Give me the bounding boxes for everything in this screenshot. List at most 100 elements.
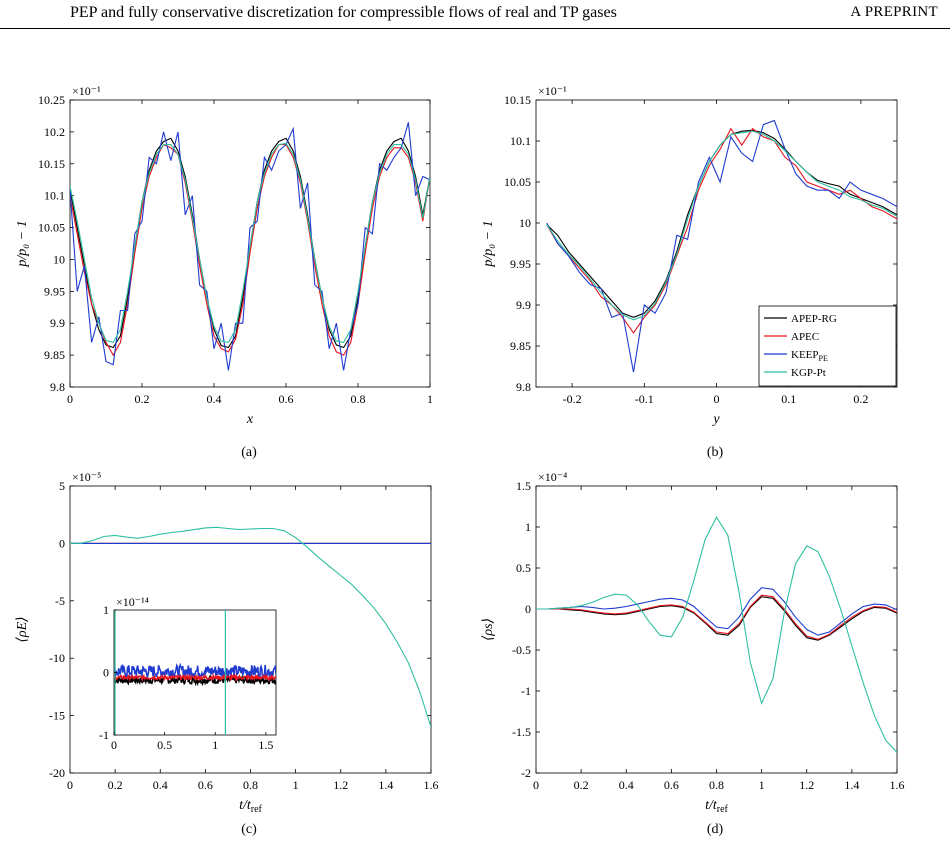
series-line-d-apep-rg	[536, 596, 897, 641]
header-label: A PREPRINT	[850, 4, 938, 20]
y-tick-label-c: -10	[49, 651, 65, 665]
y-tick-label-d: 1.5	[516, 479, 531, 493]
x-axis-label-c: t/tref	[239, 798, 262, 815]
x-tick-label-c: 0.8	[243, 778, 258, 792]
legend-label: APEC	[791, 331, 819, 343]
x-tick-label-b: -0.2	[563, 392, 582, 406]
y-axis-label-c: ⟨ρE⟩	[15, 616, 30, 642]
y-axis-label-b: p/p₀ − 1	[481, 220, 496, 267]
x-tick-label-d: 0.6	[664, 778, 679, 792]
caption-c: (c)	[241, 822, 257, 837]
y-tick-label-b: 10	[519, 216, 531, 230]
x-tick-label-a: 1	[427, 392, 433, 406]
y-tick-label-c: 0	[59, 536, 65, 550]
x-axis-label-a: x	[246, 412, 254, 427]
y-tick-label-d: 0.5	[516, 561, 531, 575]
series-line-b-keep-pe	[546, 119, 897, 373]
y-tick-label-c: 5	[59, 479, 65, 493]
x-tick-label-d: 1.6	[890, 778, 905, 792]
y-tick-label-a: 10.1	[44, 189, 65, 203]
x-tick-label-c: 1.6	[424, 778, 439, 792]
axis-exponent-a: ×10⁻¹	[72, 84, 101, 98]
chart-d: 0 0.2 0.4 0.6 0.8 1 1.2 1.4 1.6 -2 -1.5 -1 -0.5 0 0.5 1…	[481, 470, 905, 815]
x-tick-label-b: 0	[714, 392, 720, 406]
x-tick-label-d: 1.2	[799, 778, 814, 792]
x-tick-label-c: 0	[67, 778, 73, 792]
y-tick-label-a: 10.25	[38, 93, 65, 107]
x-tick-label-c: 0.2	[108, 778, 123, 792]
y-tick-label-d: -1	[521, 684, 531, 698]
page-header: PEP and fully conservative discretizatio…	[0, 0, 950, 30]
x-tick-label-d: 0.4	[619, 778, 634, 792]
x-tick-label-d: 0.8	[709, 778, 724, 792]
series-line-a-kgp-pt	[70, 142, 430, 344]
series-group-a	[70, 122, 430, 371]
inset-band-apep-rg	[114, 673, 276, 687]
y-tick-label-d: -1.5	[512, 725, 531, 739]
x-tick-label-a: 0.6	[279, 392, 294, 406]
caption-b: (b)	[706, 445, 724, 460]
y-tick-label-a: 10	[53, 252, 65, 266]
series-line-d-keep-pe	[536, 587, 897, 636]
series-line-c-kgp-pt	[70, 526, 431, 728]
inset-y-tick-label: 0	[103, 666, 109, 680]
y-tick-label-a: 9.8	[50, 380, 65, 394]
inset-x-tick-label: 0.5	[157, 738, 172, 752]
x-tick-label-c: 0.4	[153, 778, 168, 792]
legend-label: KEEPPE	[791, 349, 828, 363]
y-tick-label-a: 10.2	[44, 125, 65, 139]
y-tick-label-d: 1	[525, 520, 531, 534]
inset-y-tick-label: 1	[103, 603, 109, 617]
plot-area-d	[535, 485, 898, 774]
inset-y-tick-label: -1	[99, 728, 109, 742]
y-tick-label-c: -5	[55, 594, 65, 608]
series-group-b	[546, 119, 897, 373]
series-line-b-kgp-pt	[546, 130, 897, 321]
series-line-a-keep-pe	[70, 122, 430, 371]
legend-label: KGP-Pt	[791, 367, 826, 379]
x-axis-label-d: t/tref	[705, 798, 728, 815]
y-tick-label-a: 10.05	[38, 221, 65, 235]
y-tick-label-c: -15	[49, 709, 65, 723]
x-axis-label-b: y	[711, 412, 720, 427]
series-group-d	[536, 516, 897, 753]
y-axis-label-d: ⟨ρs⟩	[481, 618, 496, 641]
y-axis-label-a: p/p₀ − 1	[15, 220, 30, 267]
legend-box	[758, 305, 897, 387]
y-tick-label-b: 9.85	[510, 339, 531, 353]
x-tick-label-d: 1	[759, 778, 765, 792]
series-group-c	[70, 526, 431, 728]
y-tick-label-b: 9.9	[516, 298, 531, 312]
inset-x-tick-label: 0	[111, 738, 117, 752]
y-tick-label-a: 9.9	[50, 316, 65, 330]
y-tick-label-c: -20	[49, 766, 65, 780]
legend-label: APEP-RG	[791, 313, 837, 325]
y-tick-label-a: 9.95	[44, 284, 65, 298]
inset-chart: 0 0.5 1 1.5-101×10⁻¹⁴	[99, 595, 277, 752]
inset-band-apec	[114, 672, 276, 683]
x-tick-label-b: 0.2	[853, 392, 868, 406]
y-tick-label-d: -0.5	[512, 643, 531, 657]
x-tick-label-c: 1.4	[378, 778, 393, 792]
axis-exponent-b: ×10⁻¹	[538, 84, 567, 98]
legend: APEP-RG APEC KEEPPE KGP-Pt	[758, 305, 897, 387]
header-title: PEP and fully conservative discretizatio…	[70, 4, 617, 21]
series-line-d-kgp-pt	[536, 516, 897, 753]
inset-exponent: ×10⁻¹⁴	[116, 595, 149, 609]
x-tick-label-a: 0.8	[351, 392, 366, 406]
chart-a: 0 0.2 0.4 0.6 0.8 1 9.8 9.85 9.9 9.95 10 10.05 10.1 1…	[15, 84, 433, 427]
y-tick-label-b: 10.05	[504, 175, 531, 189]
series-line-d-apec	[536, 594, 897, 640]
x-tick-label-c: 1	[293, 778, 299, 792]
x-tick-label-b: -0.1	[635, 392, 654, 406]
y-tick-label-b: 10.1	[510, 134, 531, 148]
x-tick-label-a: 0	[67, 392, 73, 406]
y-tick-label-b: 9.95	[510, 257, 531, 271]
x-tick-label-a: 0.2	[135, 392, 150, 406]
inset-x-tick-label: 1	[212, 738, 218, 752]
x-tick-label-d: 1.4	[844, 778, 859, 792]
y-tick-label-b: 10.15	[504, 93, 531, 107]
y-tick-label-b: 9.8	[516, 380, 531, 394]
caption-a: (a)	[241, 445, 257, 460]
